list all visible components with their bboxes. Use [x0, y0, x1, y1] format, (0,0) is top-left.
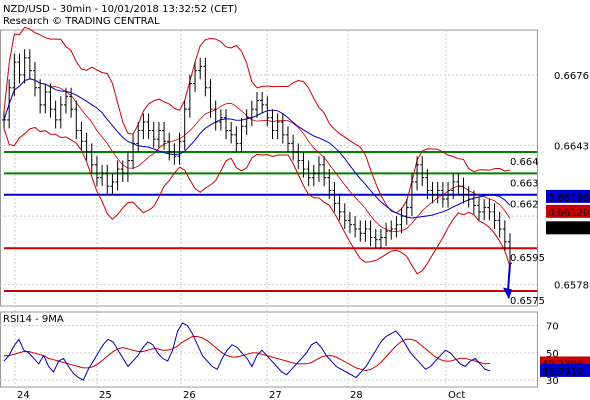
rsi-value-bg	[540, 363, 590, 377]
price-label-bg	[546, 204, 590, 218]
x-tick-label: 26	[183, 390, 196, 400]
rsi-value-label: 36.7919	[542, 367, 583, 378]
bollinger-upper	[3, 26, 511, 214]
rsi-line	[3, 322, 491, 381]
price-label: 0.66190	[548, 193, 589, 204]
header-credit: Research © TRADING CENTRAL	[3, 16, 160, 27]
header-title: NZD/USD - 30min - 10/01/2018 13:32:52 (C…	[3, 4, 237, 15]
x-tick-label: 24	[17, 390, 30, 400]
price-label-bg	[546, 189, 590, 203]
price-bars-layer	[2, 49, 512, 300]
level-label-0.664: 0.664	[510, 157, 539, 168]
forecast-arrow-head	[503, 287, 512, 300]
rsi-tick-label: 50	[546, 349, 559, 360]
bollinger-lower	[3, 126, 511, 275]
axes-layer: 24 25 26 27 28 Oct 0.6676 0.6643 0.6578 0.66190 0.…	[17, 71, 590, 400]
price-label: 0.66043	[548, 224, 589, 235]
rsi-grid	[0, 311, 538, 388]
level-label-0.6575: 0.6575	[510, 296, 545, 307]
y-tick-label: 0.6676	[554, 71, 589, 82]
rsi-ma-line	[4, 336, 491, 372]
rsi-title: RSI14 - 9MA	[3, 314, 64, 325]
price-label-bg	[546, 221, 590, 235]
level-label-0.663: 0.663	[510, 178, 539, 189]
main-grid	[0, 29, 538, 387]
rsi-frame	[0, 311, 538, 388]
price-label: 0.66120	[548, 208, 589, 219]
x-tick-label: 25	[99, 390, 112, 400]
y-tick-label: 0.6578	[554, 281, 589, 292]
rsi-tick-label: 70	[546, 322, 559, 333]
x-tick-label: 28	[350, 390, 363, 400]
x-tick-label: 27	[269, 390, 282, 400]
forecast-arrow-line	[507, 263, 511, 292]
level-label-0.6595: 0.6595	[510, 253, 545, 264]
rsi-layer	[3, 322, 491, 381]
main-frame	[0, 29, 538, 307]
level-label-0.662: 0.662	[510, 200, 539, 211]
rsi-tick-label: 30	[546, 376, 559, 387]
x-tick-label: Oct	[448, 390, 465, 400]
y-tick-label: 0.6643	[554, 142, 589, 153]
bollinger-middle	[3, 78, 511, 232]
